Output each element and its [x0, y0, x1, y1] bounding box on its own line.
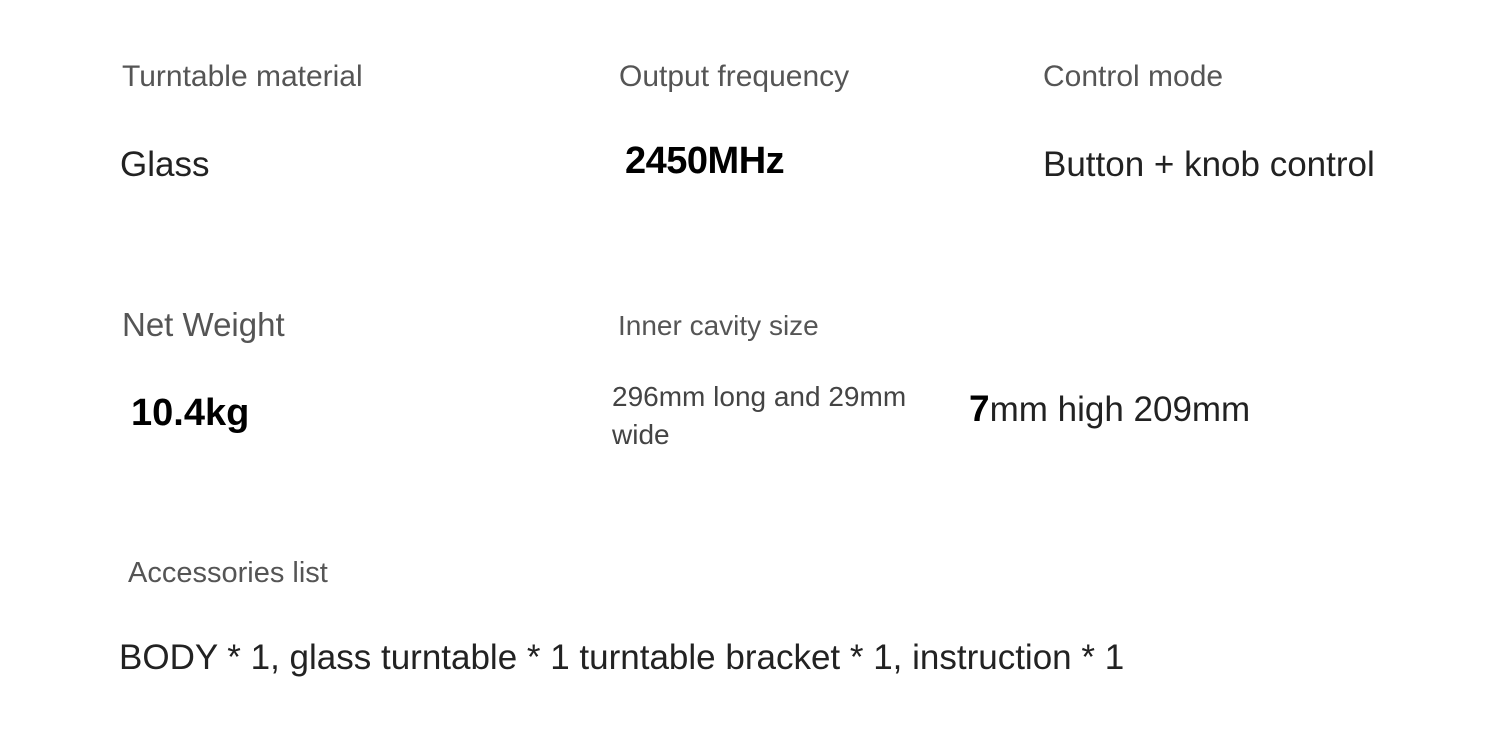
output-frequency-value: 2450MHz [625, 140, 784, 183]
control-mode-value: Button + knob control [1043, 145, 1375, 185]
turntable-material-label: Turntable material [122, 60, 363, 94]
inner-cavity-rest-text: mm high 209mm [990, 390, 1251, 429]
inner-cavity-bold-fragment: 7 [969, 388, 990, 429]
turntable-material-value: Glass [120, 145, 209, 185]
accessories-list-label: Accessories list [128, 557, 328, 590]
net-weight-label: Net Weight [122, 306, 285, 344]
accessories-list-value: BODY * 1, glass turntable * 1 turntable … [119, 638, 1124, 678]
inner-cavity-size-label: Inner cavity size [618, 310, 819, 342]
control-mode-label: Control mode [1043, 60, 1223, 94]
output-frequency-label: Output frequency [619, 60, 849, 94]
inner-cavity-size-value-right: 7mm high 209mm [969, 388, 1250, 430]
inner-cavity-size-value-left: 296mm long and 29mm wide [612, 378, 952, 454]
net-weight-value: 10.4kg [131, 392, 249, 435]
